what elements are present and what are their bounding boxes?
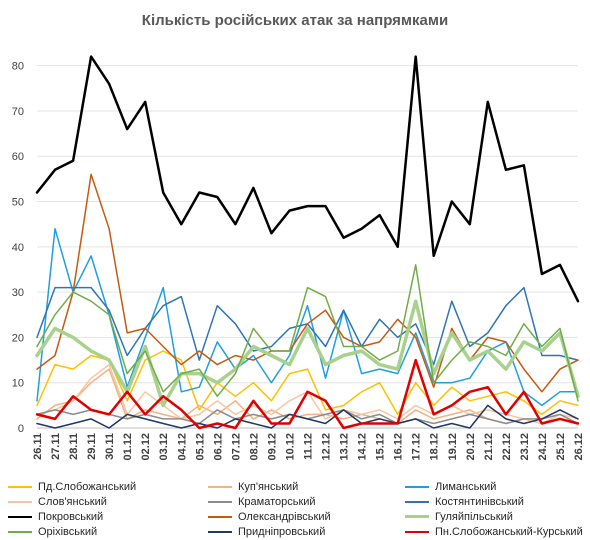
x-tick-label: 20.12 [465, 433, 477, 461]
x-tick-label: 02.12 [140, 433, 152, 461]
legend-swatch [208, 485, 232, 488]
y-tick-label: 0 [18, 423, 24, 435]
x-tick-label: 30.11 [104, 433, 116, 460]
legend-swatch [405, 500, 429, 503]
legend-swatch [8, 515, 32, 518]
x-tick-label: 13.12 [339, 433, 351, 461]
x-tick-label: 05.12 [194, 433, 206, 461]
x-tick-label: 16.12 [393, 433, 405, 461]
x-tick-label: 15.12 [375, 433, 387, 461]
x-tick-label: 18.12 [429, 433, 441, 461]
legend-swatch [208, 500, 232, 503]
legend-label: Костянтинівський [435, 495, 524, 508]
y-tick-label: 60 [12, 151, 24, 163]
x-tick-label: 03.12 [158, 433, 170, 461]
y-tick-label: 10 [12, 378, 24, 390]
legend-item: Оріхівський [8, 525, 208, 538]
chart-legend: Пд.Слобожанський Куп'янський Лиманський Сло… [8, 480, 588, 538]
legend-swatch [208, 530, 232, 533]
x-tick-label: 28.11 [68, 433, 80, 460]
legend-label: Пн.Слобожанський-Курський [435, 525, 583, 538]
series-line-1 [36, 350, 579, 416]
legend-label: Олександрівський [238, 510, 331, 523]
x-tick-label: 01.12 [122, 433, 134, 461]
legend-item: Покровський [8, 510, 208, 523]
x-tick-label: 19.12 [447, 433, 459, 461]
series-line-7 [35, 55, 580, 303]
x-tick-label: 06.12 [212, 433, 224, 461]
y-tick-label: 30 [12, 287, 24, 299]
legend-label: Лиманський [435, 480, 497, 493]
x-tick-label: 09.12 [266, 433, 278, 461]
legend-swatch [8, 530, 32, 533]
legend-swatch [405, 485, 429, 488]
legend-item: Гуляйпільський [405, 510, 588, 523]
x-tick-label: 10.12 [284, 433, 296, 461]
legend-label: Слов'янський [38, 495, 107, 508]
x-tick-label: 25.12 [555, 433, 567, 461]
x-tick-label: 23.12 [519, 433, 531, 461]
x-tick-label: 04.12 [176, 433, 188, 461]
x-tick-label: 21.12 [483, 433, 495, 461]
series-line-11 [36, 404, 579, 429]
legend-label: Оріхівський [38, 525, 98, 538]
legend-item: Олександрівський [208, 510, 405, 523]
legend-swatch [8, 485, 32, 488]
x-tick-label: 29.11 [86, 433, 98, 460]
chart-plot: 0 10 20 30 40 50 60 70 80 26.11 27.11 28.11 29.11 30.… [12, 55, 585, 461]
y-tick-label: 70 [12, 106, 24, 118]
legend-label: Придніпровський [238, 525, 326, 538]
legend-item: Костянтинівський [405, 495, 588, 508]
series-line-10 [36, 264, 579, 402]
x-tick-label: 12.12 [321, 433, 333, 461]
series-line-8 [36, 173, 579, 393]
legend-label: Краматорський [238, 495, 316, 508]
y-tick-label: 20 [12, 332, 24, 344]
legend-swatch [405, 530, 429, 533]
x-tick-label: 08.12 [248, 433, 260, 461]
legend-item: Пд.Слобожанський [8, 480, 208, 493]
x-tick-label: 22.12 [501, 433, 513, 461]
series-line-12 [35, 358, 580, 430]
x-tick-label: 14.12 [357, 433, 369, 461]
legend-item: Лиманський [405, 480, 588, 493]
legend-item: Слов'янський [8, 495, 208, 508]
legend-item: Краматорський [208, 495, 405, 508]
legend-label: Пд.Слобожанський [38, 480, 137, 493]
y-tick-label: 80 [12, 61, 24, 73]
legend-item: Придніпровський [208, 525, 405, 538]
x-tick-label: 26.12 [573, 433, 585, 461]
y-tick-label: 50 [12, 197, 24, 209]
legend-label: Гуляйпільський [435, 510, 513, 523]
x-tick-label: 27.11 [50, 433, 62, 460]
y-tick-label: 40 [12, 242, 24, 254]
legend-label: Куп'янський [238, 480, 299, 493]
x-tick-label: 24.12 [537, 433, 549, 461]
legend-item: Пн.Слобожанський-Курський [405, 525, 588, 538]
legend-item: Куп'янський [208, 480, 405, 493]
chart-title: Кількість російських атак за напрямками [141, 12, 449, 29]
legend-swatch [8, 500, 32, 503]
x-tick-label: 26.11 [32, 433, 44, 460]
x-tick-label: 11.12 [303, 433, 315, 460]
x-tick-label: 17.12 [411, 433, 423, 461]
legend-swatch [208, 515, 232, 518]
x-tick-label: 07.12 [230, 433, 242, 461]
legend-swatch [405, 515, 429, 518]
legend-label: Покровський [38, 510, 104, 523]
